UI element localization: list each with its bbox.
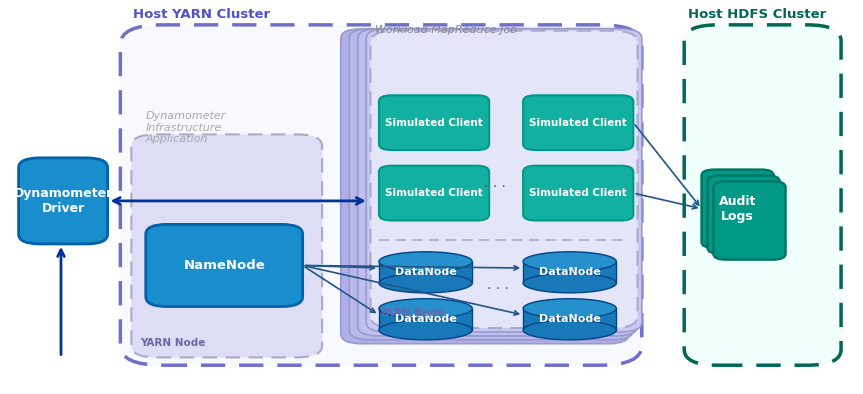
- Text: Simulated Client: Simulated Client: [385, 118, 483, 128]
- Text: DataNode: DataNode: [539, 267, 601, 277]
- FancyBboxPatch shape: [358, 29, 638, 336]
- Bar: [379, 262, 472, 283]
- Ellipse shape: [379, 320, 472, 340]
- Text: YARN Node: YARN Node: [379, 308, 444, 318]
- FancyBboxPatch shape: [350, 29, 633, 340]
- Ellipse shape: [523, 299, 616, 318]
- Text: . . .: . . .: [484, 176, 506, 190]
- FancyBboxPatch shape: [714, 181, 785, 260]
- Bar: [523, 309, 616, 330]
- FancyBboxPatch shape: [120, 25, 642, 365]
- Text: Dynamometer
Infrastructure
Application: Dynamometer Infrastructure Application: [146, 111, 226, 144]
- FancyBboxPatch shape: [523, 166, 633, 221]
- Text: NameNode: NameNode: [183, 259, 265, 272]
- Text: Simulated Client: Simulated Client: [529, 118, 627, 128]
- FancyBboxPatch shape: [131, 134, 322, 357]
- Text: Simulated Client: Simulated Client: [385, 188, 483, 198]
- Text: Host HDFS Cluster: Host HDFS Cluster: [689, 8, 827, 21]
- Text: YARN Node: YARN Node: [140, 338, 205, 348]
- FancyBboxPatch shape: [370, 31, 638, 328]
- Ellipse shape: [379, 252, 472, 271]
- FancyBboxPatch shape: [708, 175, 779, 254]
- Text: DataNode: DataNode: [394, 314, 457, 324]
- Text: Workload MapReduce Job: Workload MapReduce Job: [375, 25, 517, 35]
- Ellipse shape: [379, 273, 472, 293]
- Ellipse shape: [523, 320, 616, 340]
- FancyBboxPatch shape: [366, 29, 642, 332]
- FancyBboxPatch shape: [379, 166, 489, 221]
- FancyBboxPatch shape: [379, 95, 489, 150]
- FancyBboxPatch shape: [523, 95, 633, 150]
- Text: DataNode: DataNode: [394, 267, 457, 277]
- Bar: [523, 262, 616, 283]
- FancyBboxPatch shape: [341, 29, 629, 344]
- Text: Audit
Logs: Audit Logs: [719, 195, 756, 223]
- Bar: [379, 309, 472, 330]
- Text: Host YARN Cluster: Host YARN Cluster: [133, 8, 270, 21]
- FancyBboxPatch shape: [684, 25, 841, 365]
- Text: . . .: . . .: [487, 278, 508, 292]
- Text: Dynamometer
Driver: Dynamometer Driver: [14, 187, 113, 215]
- FancyBboxPatch shape: [146, 225, 303, 307]
- Text: Simulated Client: Simulated Client: [529, 188, 627, 198]
- Ellipse shape: [379, 299, 472, 318]
- FancyBboxPatch shape: [19, 158, 108, 244]
- Ellipse shape: [523, 273, 616, 293]
- Text: DataNode: DataNode: [539, 314, 601, 324]
- FancyBboxPatch shape: [702, 169, 773, 248]
- Ellipse shape: [523, 252, 616, 271]
